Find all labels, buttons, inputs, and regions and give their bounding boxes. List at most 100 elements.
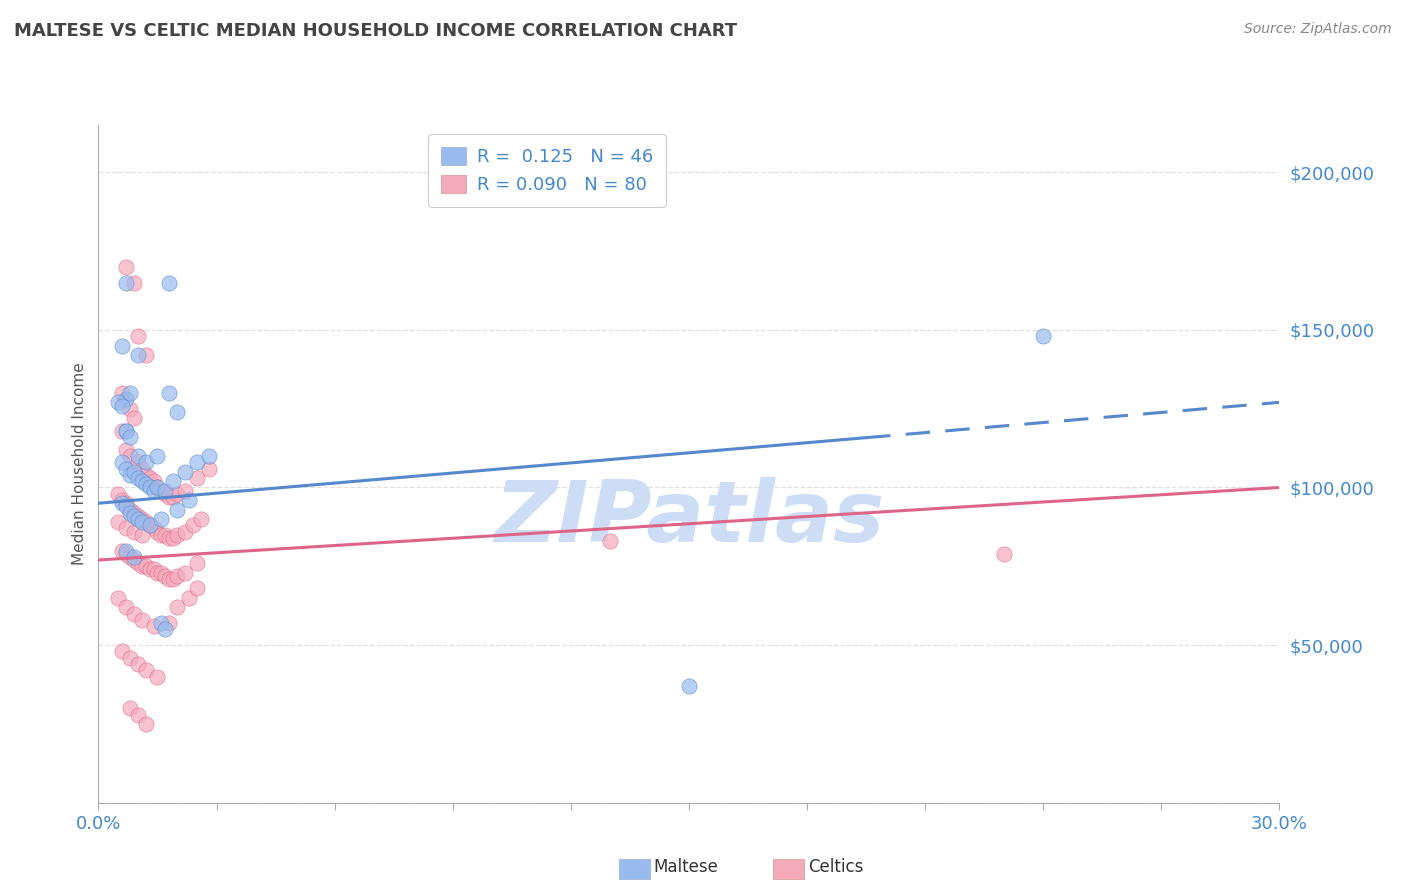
Point <box>118 549 141 564</box>
Point <box>127 556 149 570</box>
Point <box>118 449 141 463</box>
Point <box>166 487 188 501</box>
Point <box>115 260 138 274</box>
Point <box>166 600 188 615</box>
Text: Maltese: Maltese <box>654 858 718 876</box>
Point <box>122 465 145 479</box>
Point <box>122 276 145 290</box>
Point <box>131 559 153 574</box>
Point <box>1032 329 1054 343</box>
Point <box>135 477 157 491</box>
Point <box>135 664 157 678</box>
Point <box>115 276 138 290</box>
Point <box>174 566 197 580</box>
Point <box>166 528 188 542</box>
Point <box>162 572 184 586</box>
Point <box>122 506 145 520</box>
Point <box>111 338 134 352</box>
Point <box>131 512 153 526</box>
Point <box>150 528 173 542</box>
Text: ZIPatlas: ZIPatlas <box>494 476 884 559</box>
Point <box>115 521 138 535</box>
Point <box>142 521 165 535</box>
Point <box>166 405 188 419</box>
Text: Celtics: Celtics <box>808 858 863 876</box>
Point <box>111 424 134 438</box>
Point <box>122 524 145 539</box>
Point <box>118 701 141 715</box>
Point <box>115 442 138 457</box>
Point <box>135 717 157 731</box>
Point <box>135 455 157 469</box>
Point <box>135 515 157 529</box>
Point <box>157 572 180 586</box>
Point <box>122 553 145 567</box>
Point <box>146 481 169 495</box>
Point <box>115 424 138 438</box>
Point <box>155 528 177 542</box>
Point <box>118 650 141 665</box>
Point <box>118 506 141 520</box>
Text: MALTESE VS CELTIC MEDIAN HOUSEHOLD INCOME CORRELATION CHART: MALTESE VS CELTIC MEDIAN HOUSEHOLD INCOM… <box>14 22 737 40</box>
Point <box>174 524 197 539</box>
Point <box>138 481 160 495</box>
Point <box>111 644 134 658</box>
Point <box>127 657 149 671</box>
Point <box>177 493 200 508</box>
Point <box>197 461 219 475</box>
Point <box>135 348 157 362</box>
Point <box>131 515 153 529</box>
Point <box>190 512 212 526</box>
Point <box>155 568 177 582</box>
Point <box>181 518 204 533</box>
Point <box>107 515 129 529</box>
Text: Source: ZipAtlas.com: Source: ZipAtlas.com <box>1244 22 1392 37</box>
Point <box>111 385 134 400</box>
Point <box>135 559 157 574</box>
Point <box>127 449 149 463</box>
Point <box>150 566 173 580</box>
Point <box>138 518 160 533</box>
Point <box>118 401 141 416</box>
Point <box>177 591 200 605</box>
Point <box>115 500 138 514</box>
Point <box>127 512 149 526</box>
Point <box>115 424 138 438</box>
Point <box>118 502 141 516</box>
Point <box>174 465 197 479</box>
Point <box>150 616 173 631</box>
Point <box>111 455 134 469</box>
Point <box>131 474 153 488</box>
Point <box>174 483 197 498</box>
Point <box>115 600 138 615</box>
Point <box>146 566 169 580</box>
Point <box>146 449 169 463</box>
Point <box>142 619 165 633</box>
Point <box>131 461 153 475</box>
Point <box>138 518 160 533</box>
Point <box>150 483 173 498</box>
Point <box>166 502 188 516</box>
Point <box>150 512 173 526</box>
Point <box>162 490 184 504</box>
Point <box>599 534 621 549</box>
Point <box>131 613 153 627</box>
Point <box>115 547 138 561</box>
Point <box>107 487 129 501</box>
Point <box>115 392 138 407</box>
Legend: R =  0.125   N = 46, R = 0.090   N = 80: R = 0.125 N = 46, R = 0.090 N = 80 <box>429 134 666 207</box>
Point <box>122 607 145 621</box>
Point <box>127 455 149 469</box>
Point <box>155 483 177 498</box>
Point <box>138 471 160 485</box>
Point <box>127 329 149 343</box>
Point <box>186 582 208 596</box>
Point <box>197 449 219 463</box>
Point <box>127 348 149 362</box>
Point <box>107 591 129 605</box>
Point <box>127 508 149 523</box>
Point <box>118 385 141 400</box>
Point <box>186 556 208 570</box>
Point <box>146 670 169 684</box>
Point <box>115 496 138 510</box>
